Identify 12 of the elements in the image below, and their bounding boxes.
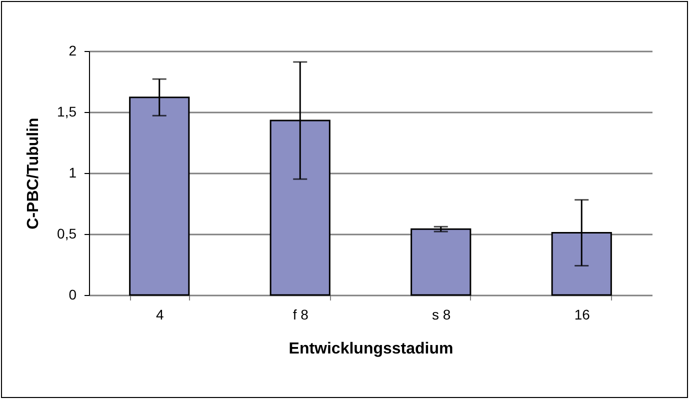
y-tick-label: 2 (68, 42, 77, 58)
bar (410, 228, 472, 296)
x-axis-title: Entwicklungsstadium (288, 340, 454, 358)
x-tick-label: s 8 (432, 306, 451, 322)
x-tick-label: 4 (156, 306, 164, 322)
y-axis-title: C-PBC/Tubulin (25, 118, 42, 230)
y-tick-label: 1,5 (57, 104, 77, 120)
x-tick-label: 16 (574, 306, 590, 322)
y-tick-label: 0 (68, 286, 77, 302)
y-tick-label: 1 (68, 164, 77, 180)
y-tick-label: 0,5 (57, 226, 77, 242)
x-tick-label: f 8 (292, 306, 309, 322)
